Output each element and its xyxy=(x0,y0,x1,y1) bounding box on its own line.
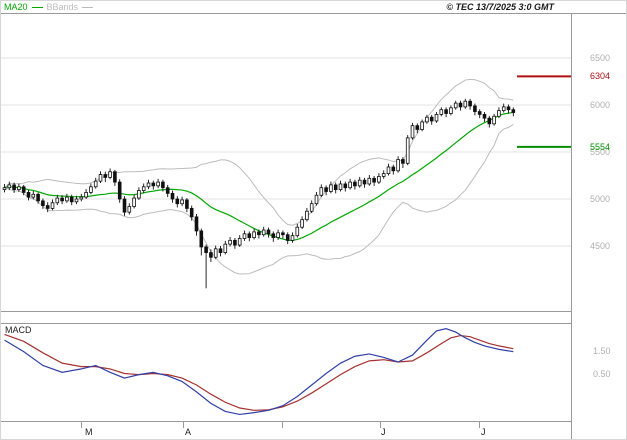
month-label: J xyxy=(481,427,486,437)
macd-axis-label: 1.50 xyxy=(593,345,611,356)
month-label: A xyxy=(185,427,192,437)
bbands-line-swatch xyxy=(82,6,94,8)
copyright-text: © TEC 13/7/2025 3:0 GMT xyxy=(446,2,554,12)
month-label: J xyxy=(381,427,386,437)
legend-bbands-label: BBands xyxy=(46,2,79,12)
support-level-label: 5554 xyxy=(590,141,611,152)
price-axis-label: 4500 xyxy=(590,241,611,251)
ma20-line-swatch xyxy=(31,6,43,8)
price-axis-label: 6500 xyxy=(590,53,611,63)
price-axis-label: 6000 xyxy=(590,100,611,110)
month-label: M xyxy=(85,427,93,437)
legend: MA20 BBands xyxy=(4,2,94,12)
price-axis-label: 5000 xyxy=(590,194,611,204)
legend-ma20-label: MA20 xyxy=(4,2,28,12)
macd-axis-label: 0.50 xyxy=(593,368,611,379)
resistance-level-label: 6304 xyxy=(590,71,611,82)
price-axis-label: 5500 xyxy=(590,147,611,157)
macd-panel-title: MACD xyxy=(5,325,32,335)
